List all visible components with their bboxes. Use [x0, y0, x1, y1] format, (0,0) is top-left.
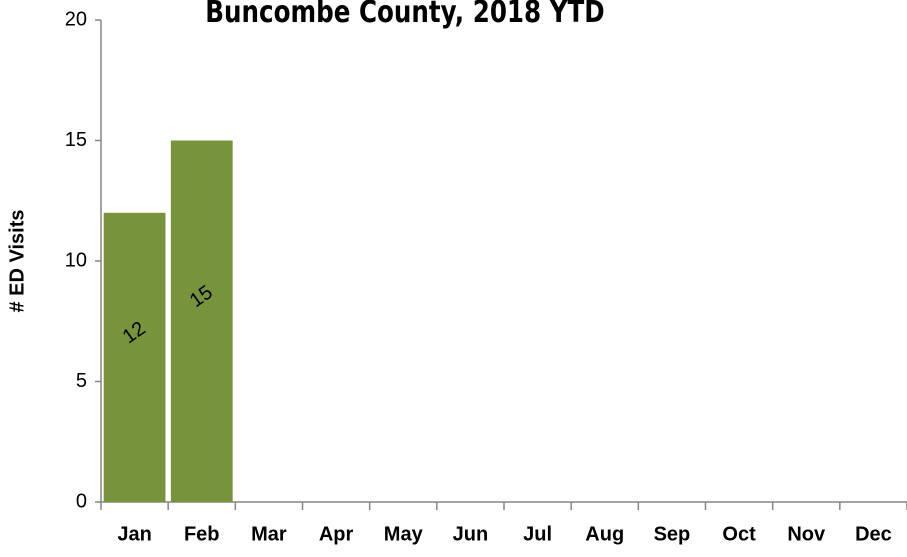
- y-tick-label: 10: [65, 249, 87, 271]
- x-tick-label: Nov: [787, 523, 826, 545]
- bar: [170, 140, 233, 502]
- x-tick-label: May: [384, 523, 424, 545]
- bar: [103, 212, 166, 503]
- x-tick-label: Aug: [585, 523, 624, 545]
- y-tick-label: 5: [76, 370, 87, 392]
- x-tick-label: Jan: [117, 523, 151, 545]
- x-tick-label: Apr: [319, 523, 354, 545]
- x-tick-label: Jun: [453, 523, 489, 545]
- y-axis-title: # ED Visits: [6, 209, 28, 312]
- x-tick-label: Dec: [855, 523, 892, 545]
- x-tick-label: Jul: [523, 523, 552, 545]
- x-tick-label: Feb: [184, 523, 220, 545]
- chart-title: Buncombe County, 2018 YTD: [205, 0, 604, 30]
- x-tick-label: Mar: [251, 523, 287, 545]
- x-tick-label: Sep: [654, 523, 691, 545]
- y-tick-label: 0: [76, 490, 87, 512]
- y-tick-label: 15: [65, 129, 87, 151]
- y-tick-label: 20: [65, 8, 87, 30]
- x-tick-label: Oct: [722, 523, 756, 545]
